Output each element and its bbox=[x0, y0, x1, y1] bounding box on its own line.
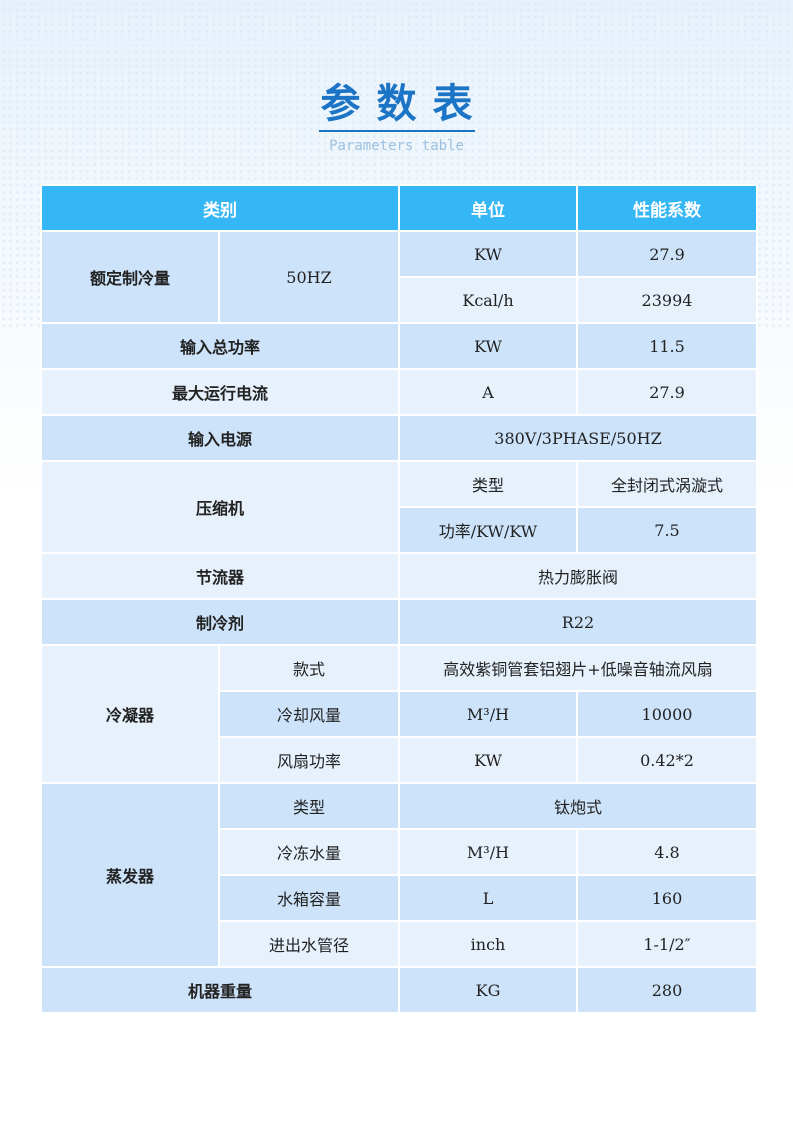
table-row: 最大运行电流 A 27.9 bbox=[40, 368, 758, 416]
table-row: 机器重量 KG 280 bbox=[40, 966, 758, 1014]
table-row: 冷却风量 M³/H 10000 bbox=[41, 690, 758, 738]
header-category: 类别 bbox=[40, 184, 400, 232]
refrigerant-label: 制冷剂 bbox=[40, 598, 400, 646]
title-underline bbox=[318, 130, 475, 132]
refrigerant-val: R22 bbox=[398, 598, 758, 646]
compressor-type-label: 类型 bbox=[398, 460, 578, 508]
table-row: Kcal/h 23994 bbox=[41, 276, 758, 324]
table-row: 进出水管径 inch 1-1/2″ bbox=[41, 920, 758, 968]
condenser-fan-label: 风扇功率 bbox=[218, 736, 400, 784]
evaporator-label: 蒸发器 bbox=[40, 782, 220, 968]
throttle-val: 热力膨胀阀 bbox=[398, 552, 758, 600]
weight-label: 机器重量 bbox=[40, 966, 400, 1014]
current-val: 27.9 bbox=[576, 368, 758, 416]
evaporator-pipe-label: 进出水管径 bbox=[218, 920, 400, 968]
compressor-type-val: 全封闭式涡漩式 bbox=[576, 460, 758, 508]
table-row: 冷冻水量 M³/H 4.8 bbox=[41, 828, 758, 876]
power-val: 11.5 bbox=[576, 322, 758, 370]
power-unit: KW bbox=[398, 322, 578, 370]
cooling-val1: 27.9 bbox=[576, 230, 758, 278]
evaporator-tank-label: 水箱容量 bbox=[218, 874, 400, 922]
condenser-fan-val: 0.42*2 bbox=[576, 736, 758, 784]
table-row: 压缩机 类型 全封闭式涡漩式 bbox=[40, 460, 758, 554]
evaporator-water-val: 4.8 bbox=[576, 828, 758, 876]
header-unit: 单位 bbox=[398, 184, 578, 232]
cooling-unit2: Kcal/h bbox=[398, 276, 578, 324]
weight-unit: KG bbox=[398, 966, 578, 1014]
table-row: 蒸发器 类型 钛炮式 bbox=[40, 782, 758, 968]
evaporator-tank-val: 160 bbox=[576, 874, 758, 922]
table-row: 输入总功率 KW 11.5 bbox=[40, 322, 758, 370]
compressor-power-val: 7.5 bbox=[576, 506, 758, 554]
evaporator-water-label: 冷冻水量 bbox=[218, 828, 400, 876]
table-row: 风扇功率 KW 0.42*2 bbox=[41, 736, 758, 784]
evaporator-type-val: 钛炮式 bbox=[398, 782, 758, 830]
cooling-unit1: KW bbox=[398, 230, 578, 278]
condenser-air-unit: M³/H bbox=[398, 690, 578, 738]
condenser-air-val: 10000 bbox=[576, 690, 758, 738]
cooling-label: 额定制冷量 bbox=[40, 230, 220, 324]
current-unit: A bbox=[398, 368, 578, 416]
page-title: 参数表 Parameters table bbox=[0, 80, 793, 154]
condenser-air-label: 冷却风量 bbox=[218, 690, 400, 738]
table-row: 节流器 热力膨胀阀 bbox=[40, 552, 758, 600]
condenser-style-label: 款式 bbox=[218, 644, 400, 692]
evaporator-pipe-val: 1-1/2″ bbox=[576, 920, 758, 968]
compressor-power-label: 功率/KW/KW bbox=[398, 506, 578, 554]
title-en: Parameters table bbox=[329, 138, 464, 154]
weight-val: 280 bbox=[576, 966, 758, 1014]
table-row: 冷凝器 款式 高效紫铜管套铝翅片+低噪音轴流风扇 bbox=[40, 644, 758, 784]
table-row: 水箱容量 L 160 bbox=[41, 874, 758, 922]
evaporator-water-unit: M³/H bbox=[398, 828, 578, 876]
supply-val: 380V/3PHASE/50HZ bbox=[398, 414, 758, 462]
condenser-label: 冷凝器 bbox=[40, 644, 220, 784]
current-label: 最大运行电流 bbox=[40, 368, 400, 416]
table-row: 制冷剂 R22 bbox=[40, 598, 758, 646]
power-label: 输入总功率 bbox=[40, 322, 400, 370]
condenser-fan-unit: KW bbox=[398, 736, 578, 784]
table-row: 输入电源 380V/3PHASE/50HZ bbox=[40, 414, 758, 462]
parameters-table: 类别 单位 性能系数 额定制冷量 50HZ KW 27.9 Kcal/h 239… bbox=[40, 184, 758, 1014]
table-row: 功率/KW/KW 7.5 bbox=[41, 506, 758, 554]
evaporator-tank-unit: L bbox=[398, 874, 578, 922]
throttle-label: 节流器 bbox=[40, 552, 400, 600]
table-row: 额定制冷量 50HZ KW 27.9 bbox=[40, 230, 758, 324]
condenser-style-val: 高效紫铜管套铝翅片+低噪音轴流风扇 bbox=[398, 644, 758, 692]
title-cn: 参数表 bbox=[320, 80, 489, 127]
cooling-freq: 50HZ bbox=[218, 230, 400, 324]
compressor-label: 压缩机 bbox=[40, 460, 400, 554]
evaporator-type-label: 类型 bbox=[218, 782, 400, 830]
evaporator-pipe-unit: inch bbox=[398, 920, 578, 968]
supply-label: 输入电源 bbox=[40, 414, 400, 462]
table-header: 类别 单位 性能系数 bbox=[40, 184, 758, 232]
header-value: 性能系数 bbox=[576, 184, 758, 232]
cooling-val2: 23994 bbox=[576, 276, 758, 324]
